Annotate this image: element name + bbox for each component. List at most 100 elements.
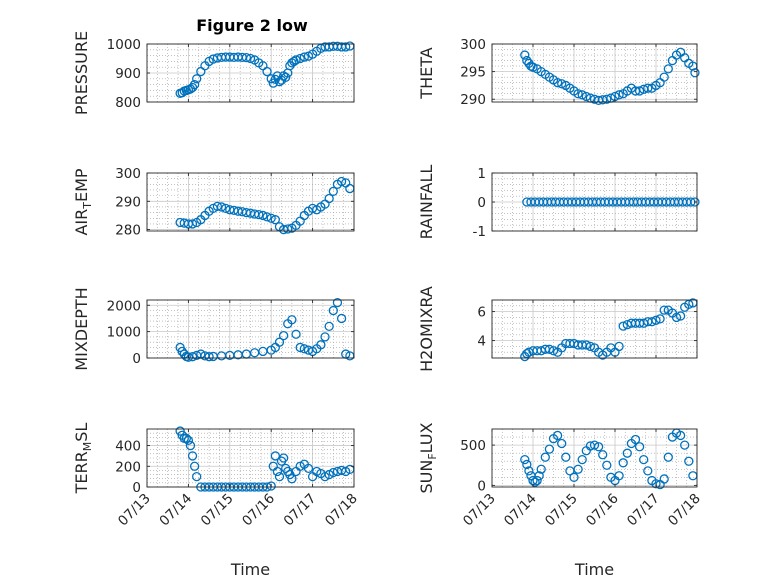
theta-data-point — [552, 78, 563, 88]
terr-msl-data-point — [287, 474, 297, 484]
terr-msl-data-point — [183, 435, 194, 446]
sun-flux-data-point — [520, 454, 530, 465]
h2omixra-series — [520, 298, 698, 362]
theta-data-point — [528, 62, 538, 72]
pressure-data-point — [189, 79, 200, 90]
mixdepth-data-point — [295, 342, 305, 353]
theta-ylabel: THETA — [417, 47, 436, 99]
sun-flux-data-point — [540, 452, 550, 462]
mixdepth-data-point — [291, 329, 301, 339]
terr-msl-ytick-label: 400 — [115, 439, 141, 455]
mixdepth-data-point — [320, 332, 330, 342]
subplot-rainfall: -1 0 1 RAINFALL — [417, 165, 700, 240]
air-temp-ytick-label: 290 — [115, 194, 141, 210]
air-temp-ytick-label: 280 — [115, 223, 141, 239]
subplot-theta: 290 295 300 THETA — [417, 37, 700, 108]
sun-flux-data-point — [522, 459, 532, 470]
pressure-data-point — [241, 52, 252, 63]
rainfall-ytick-label: 0 — [477, 195, 486, 211]
terr-msl-data-point — [272, 466, 283, 477]
sun-flux-data-point — [569, 472, 579, 482]
sun-flux-data-point — [630, 434, 641, 445]
terr-msl-data-point — [270, 451, 280, 461]
terr-msl-data-point — [266, 481, 276, 491]
sun-flux-data-point — [634, 442, 645, 452]
mixdepth-data-point — [332, 297, 343, 308]
theta-ytick-label: 300 — [460, 37, 486, 53]
sun-flux-axes-box — [491, 428, 698, 488]
sun-flux-data-point — [577, 454, 587, 465]
h2omixra-data-point — [581, 340, 591, 350]
air-temp-series — [175, 176, 355, 235]
sun-flux-ylabel: SUNFLUX — [417, 422, 439, 493]
sun-flux-data-point — [684, 456, 694, 466]
terr-msl-ytick-label: 200 — [115, 459, 141, 475]
sun-flux-data-point — [651, 479, 661, 489]
h2omixra-data-point — [671, 312, 682, 323]
air-temp-data-point — [258, 210, 268, 221]
terr-msl-data-point — [192, 471, 202, 482]
sun-flux-data-point — [524, 466, 534, 476]
mixdepth-ytick-label: 1000 — [107, 325, 141, 341]
subplot-mixdepth: 0 1000 2000 MIXDEPTH — [72, 287, 355, 371]
pressure-data-point — [295, 53, 305, 64]
terr-msl-xlabel: Time — [230, 560, 270, 579]
sun-flux-plot-area — [492, 429, 697, 487]
sun-flux-data-point — [544, 444, 555, 454]
subplot-pressure: 800 900 1000 PRESSURE — [72, 31, 355, 115]
h2omixra-data-point — [614, 341, 624, 352]
theta-data-point — [690, 68, 700, 78]
theta-data-point — [557, 79, 567, 89]
terr-msl-axes-box — [146, 428, 355, 488]
sun-flux-xlabel: Time — [574, 560, 614, 579]
terr-msl-data-point — [274, 471, 285, 482]
pressure-data-point — [262, 66, 272, 77]
sun-flux-data-point — [639, 454, 649, 465]
terr-msl-ytick-label: 0 — [132, 480, 141, 496]
sun-flux-data-point — [593, 442, 604, 452]
air-temp-axes-box — [146, 172, 355, 232]
sun-flux-data-point — [659, 474, 669, 484]
pressure-data-point — [245, 53, 256, 64]
rainfall-ytick-label: 1 — [477, 166, 486, 182]
air-temp-ytick-label: 300 — [115, 166, 141, 182]
sun-flux-data-point — [598, 450, 608, 460]
subplot-h2omixra: 4 6 H2OMIXRA — [417, 286, 698, 372]
air-temp-ylabel: AIRTEMP — [72, 168, 94, 235]
sun-flux-ytick-label: 500 — [460, 438, 486, 454]
mixdepth-data-point — [336, 313, 347, 324]
theta-data-point — [634, 86, 645, 96]
air-temp-data-point — [328, 186, 338, 197]
h2omixra-data-point — [655, 314, 665, 324]
sun-flux-data-point — [589, 440, 600, 450]
sun-flux-data-point — [534, 471, 544, 481]
air-temp-data-point — [270, 215, 280, 225]
sun-flux-data-point — [530, 477, 540, 487]
theta-data-point — [663, 64, 673, 74]
terr-msl-data-point — [328, 467, 338, 478]
theta-data-point — [520, 50, 530, 60]
air-temp-data-point — [212, 201, 223, 212]
terr-msl-data-point — [187, 451, 198, 461]
sun-flux-data-point — [614, 471, 624, 481]
theta-data-point — [602, 94, 612, 104]
mixdepth-data-point — [183, 352, 194, 362]
pressure-ytick-label: 800 — [115, 95, 141, 111]
pressure-ytick-label: 900 — [115, 66, 141, 82]
mixdepth-ylabel: MIXDEPTH — [72, 287, 91, 370]
theta-data-point — [614, 90, 624, 100]
theta-data-point — [581, 91, 591, 102]
air-temp-data-point — [187, 219, 198, 229]
h2omixra-data-point — [585, 341, 596, 352]
theta-ytick-label: 295 — [460, 65, 486, 81]
mixdepth-ytick-label: 2000 — [107, 298, 141, 314]
pressure-data-point — [291, 55, 301, 65]
h2omixra-data-point — [651, 315, 661, 325]
h2omixra-data-point — [659, 305, 669, 315]
rainfall-ytick-label: -1 — [473, 224, 486, 240]
h2omixra-ylabel: H2OMIXRA — [417, 286, 436, 372]
sun-flux-data-point — [618, 458, 628, 468]
rainfall-ylabel: RAINFALL — [417, 165, 436, 240]
air-temp-data-point — [254, 209, 264, 220]
